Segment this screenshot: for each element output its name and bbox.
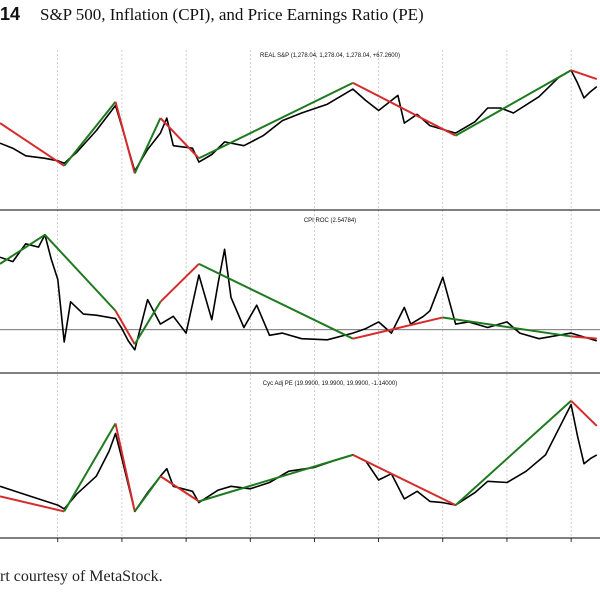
- panel-middle-trend-7: [442, 316, 572, 338]
- panel-bottom-trend-3: [133, 475, 162, 513]
- panel-top-trend-5: [198, 81, 354, 160]
- panel-bottom-series-0: [0, 403, 598, 513]
- panel-middle-trend-4: [159, 263, 200, 303]
- panel-middle-trend-1: [44, 234, 117, 312]
- panel-middle-title: CPI ROC (2.54784): [304, 218, 356, 224]
- panel-bottom-trend-6: [352, 453, 457, 507]
- panel-top-trend-6: [352, 81, 457, 137]
- panel-bottom-trend-2: [114, 423, 136, 512]
- chart-credit: rt courtesy of MetaStock.: [0, 568, 163, 585]
- panel-middle-trend-8: [571, 335, 597, 340]
- panel-middle-trend-2: [114, 310, 136, 345]
- panel-bottom-trend-0: [0, 495, 65, 513]
- panel-top-trend-3: [133, 117, 162, 174]
- panel-middle-trend-3: [133, 301, 162, 345]
- figure-title: S&P 500, Inflation (CPI), and Price Earn…: [40, 5, 424, 24]
- panel-top-trend-0: [0, 122, 65, 167]
- panel-bottom-trend-1: [63, 422, 117, 512]
- panel-bottom-trend-4: [159, 475, 200, 503]
- panel-bottom-trend-7: [454, 400, 572, 506]
- panel-bottom-trend-8: [570, 400, 598, 427]
- three-panel-chart: REAL S&P (1,278.04, 1,278.04, 1,278.04, …: [0, 50, 600, 542]
- panel-top-series-0: [0, 69, 598, 172]
- panel-top-trend-1: [63, 101, 117, 167]
- panel-middle-series-0: [0, 234, 598, 351]
- panel-middle-trend-6: [352, 316, 444, 340]
- panel-bottom-title: Cyc Adj PE (19.9900, 19.9900, 19.9900, -…: [263, 381, 397, 387]
- panel-bottom-trend-5: [198, 453, 354, 503]
- panel-top-trend-8: [570, 69, 598, 81]
- panel-top-trend-7: [455, 69, 572, 137]
- panel-middle-trend-0: [0, 233, 46, 265]
- figure-number: 14: [0, 4, 21, 24]
- panel-top-trend-2: [114, 101, 136, 174]
- panel-middle-trend-5: [198, 262, 354, 340]
- panel-top-title: REAL S&P (1,278.04, 1,278.04, 1,278.04, …: [260, 53, 400, 59]
- figure-title-bar: 14 S&P 500, Inflation (CPI), and Price E…: [0, 4, 600, 32]
- panel-top-trend-4: [159, 117, 200, 159]
